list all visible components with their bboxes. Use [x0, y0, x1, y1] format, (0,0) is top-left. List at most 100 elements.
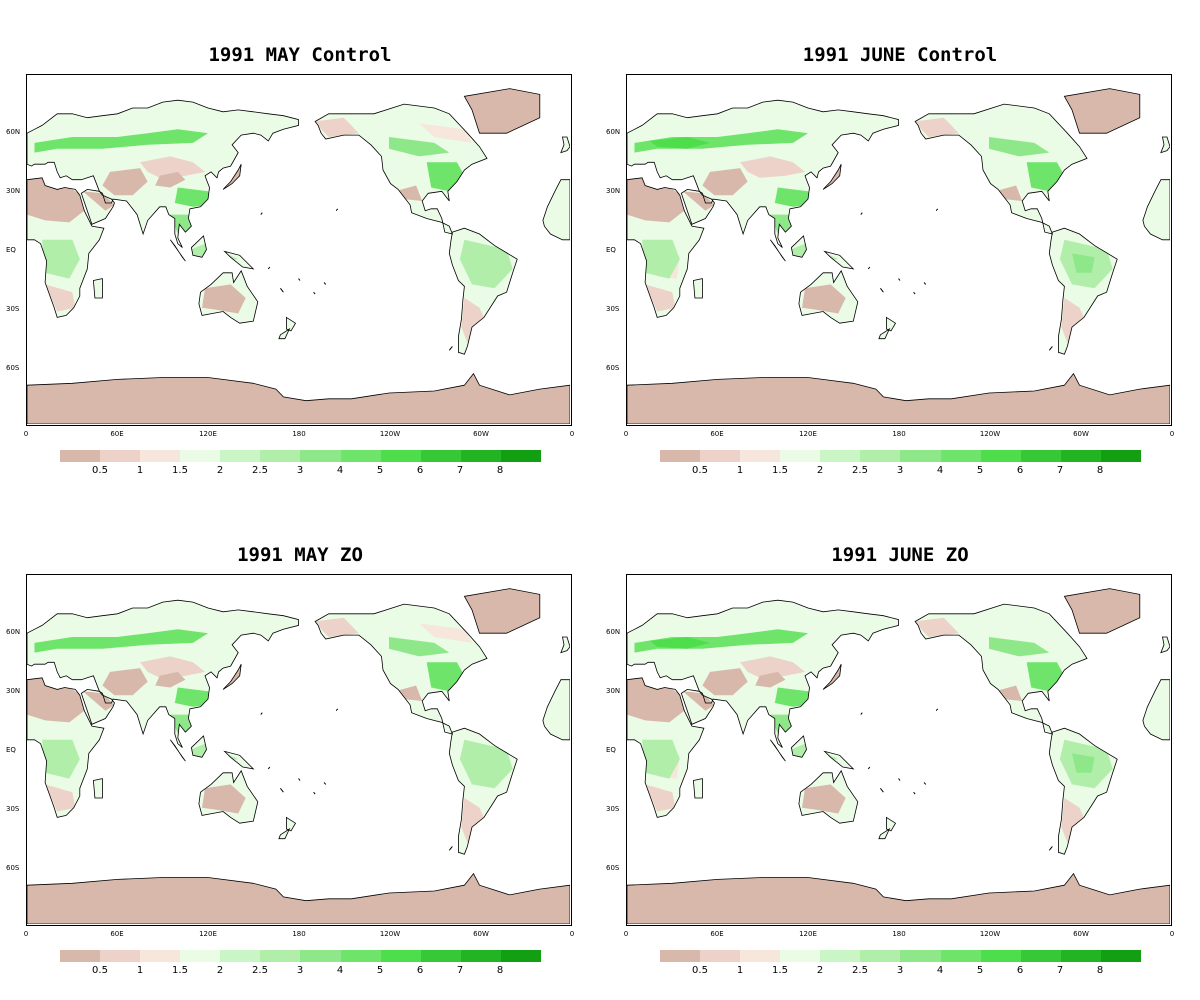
colorbar-swatch — [380, 450, 421, 462]
lon-label-120w: 120W — [379, 430, 401, 438]
coastline — [542, 679, 570, 741]
shaded-region — [627, 675, 685, 723]
coastline — [1063, 88, 1141, 134]
antarctica-shape — [627, 373, 1170, 424]
coastline — [627, 872, 1170, 924]
colorbar-swatch — [380, 950, 421, 962]
coastline — [92, 778, 103, 799]
coastline — [560, 136, 570, 154]
colorbar-label: 2 — [816, 465, 824, 476]
colorbar-label: 6 — [416, 965, 424, 976]
shaded-region — [419, 623, 472, 643]
shaded-region — [642, 239, 680, 279]
shaded-region — [459, 239, 513, 289]
shaded-region — [740, 656, 805, 678]
coastline — [627, 677, 705, 818]
shaded-region — [645, 284, 676, 312]
coastline — [222, 164, 242, 190]
coastline — [448, 727, 518, 855]
colorbar-label: 6 — [1016, 965, 1024, 976]
lon-label-180: 180 — [292, 430, 306, 438]
lat-label-30n: 30N — [6, 187, 21, 195]
colorbar — [660, 450, 1141, 462]
land-shape — [542, 679, 570, 740]
island-outline — [867, 766, 871, 770]
island-outline — [913, 291, 916, 295]
colorbar-swatch — [740, 450, 781, 462]
colorbar-label: 0.5 — [92, 965, 108, 976]
island-outline — [335, 208, 339, 212]
island-outline — [335, 708, 339, 712]
land-shape — [878, 829, 890, 839]
colorbar-label: 4 — [336, 465, 344, 476]
colorbar-swatch — [220, 950, 261, 962]
coastline — [223, 250, 255, 270]
colorbar-label: 1.5 — [172, 965, 188, 976]
coastline — [1142, 679, 1170, 741]
colorbar-swatch — [900, 950, 941, 962]
antarctica-shape — [27, 873, 570, 924]
island-outline — [898, 278, 901, 281]
coastline — [680, 688, 715, 725]
colorbar-swatch — [420, 450, 461, 462]
lat-label-30s: 30S — [606, 805, 620, 813]
island-outline — [313, 291, 316, 295]
island-outline — [923, 282, 927, 285]
colorbar-swatch — [660, 950, 701, 962]
lon-label-0: 0 — [23, 930, 29, 938]
shaded-region — [170, 714, 193, 734]
coastline — [627, 177, 705, 318]
world-map — [27, 88, 570, 424]
land-shape — [1160, 137, 1170, 153]
shaded-region — [42, 239, 80, 279]
land-shape — [278, 329, 290, 339]
island-outline — [923, 782, 927, 785]
colorbar-swatch — [300, 950, 341, 962]
shaded-region — [1072, 753, 1095, 773]
land-shape — [878, 329, 890, 339]
shaded-region — [913, 117, 959, 137]
colorbar-swatch — [780, 450, 821, 462]
coastline — [680, 188, 715, 225]
coastline — [448, 227, 518, 355]
shaded-region — [464, 88, 540, 134]
coastline — [285, 816, 297, 832]
island-outline — [448, 846, 453, 851]
lat-label-60s: 60S — [6, 364, 20, 372]
lon-label-0-east: 0 — [569, 430, 575, 438]
coastline — [627, 99, 899, 248]
colorbar-label: 1.5 — [772, 965, 788, 976]
island-outline — [323, 782, 327, 785]
coastline — [790, 735, 807, 758]
coastline — [878, 827, 891, 840]
shaded-region — [702, 168, 748, 196]
shaded-region — [802, 284, 846, 314]
shaded-region — [102, 168, 148, 196]
coastline — [223, 750, 255, 770]
colorbar-swatch — [460, 950, 501, 962]
shaded-region — [102, 668, 148, 696]
island-outline — [260, 712, 263, 715]
colorbar-swatch — [820, 950, 861, 962]
island-outline — [913, 791, 916, 795]
lon-label-60w: 60W — [473, 930, 489, 938]
lon-label-120e: 120E — [799, 430, 817, 438]
island-outline — [1048, 846, 1053, 851]
land-shape — [1142, 679, 1170, 740]
island-outline — [880, 287, 884, 293]
shaded-region — [82, 191, 115, 211]
shaded-region — [202, 284, 246, 314]
map-frame — [26, 574, 572, 926]
colorbar — [60, 450, 541, 462]
shaded-region — [682, 691, 715, 711]
shaded-region — [461, 798, 484, 843]
coastline — [692, 778, 703, 799]
colorbar-swatch — [660, 450, 701, 462]
coastline — [1160, 636, 1170, 654]
shaded-region — [140, 656, 205, 678]
shaded-region — [170, 214, 193, 234]
shaded-region — [313, 617, 359, 637]
antarctica-shape — [27, 373, 570, 424]
land-shape — [886, 817, 896, 831]
colorbar-swatch — [700, 950, 741, 962]
